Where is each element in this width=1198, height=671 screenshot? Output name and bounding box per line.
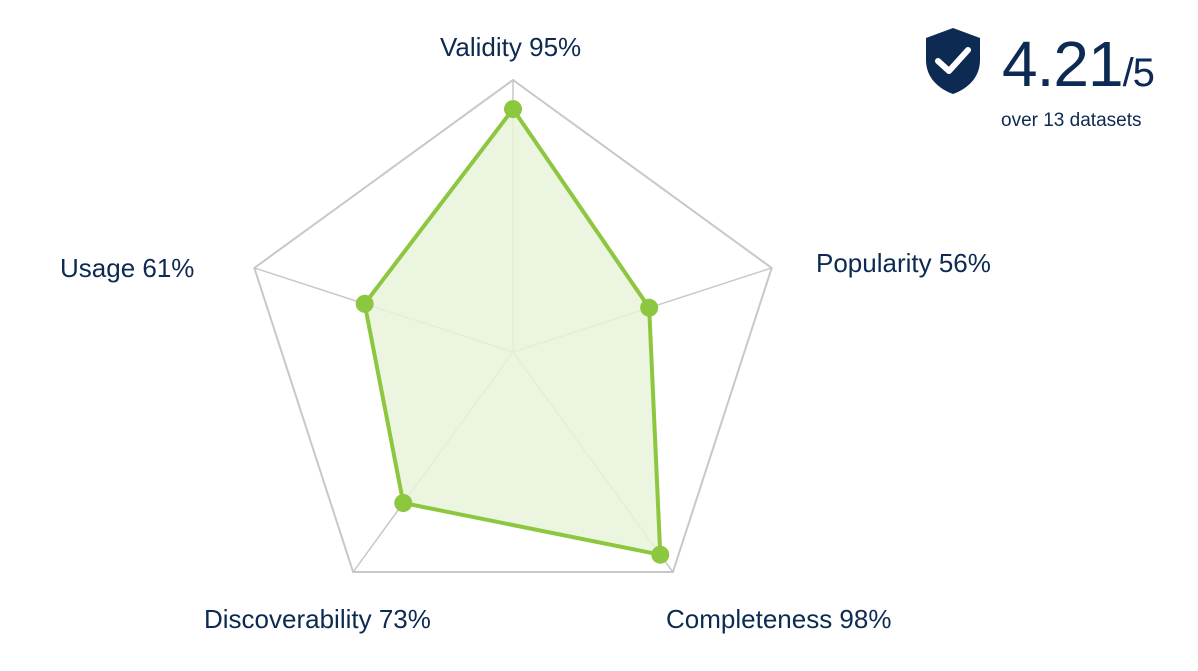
score-summary: 4.21/5 over 13 datasets [922, 26, 1172, 136]
data-point-popularity [640, 298, 659, 317]
score-denominator: /5 [1122, 51, 1155, 95]
data-point-validity [504, 100, 522, 119]
axis-label-completeness: Completeness 98% [666, 604, 892, 634]
axis-label-usage: Usage 61% [60, 253, 195, 283]
grid-outer [253, 78, 773, 574]
data-point-discoverability [394, 494, 413, 513]
axis-label-popularity: Popularity 56% [816, 248, 991, 278]
shield-check-icon [926, 28, 980, 94]
axis-label-discoverability: Discoverability 73% [204, 604, 431, 634]
data-point-completeness [651, 545, 670, 564]
data-point-usage [355, 294, 374, 313]
data-area [362, 107, 663, 557]
axis-label-validity: Validity 95% [440, 32, 582, 62]
score-subtitle: over 13 datasets [1001, 110, 1142, 131]
score-value: 4.21/5 [1002, 28, 1155, 100]
